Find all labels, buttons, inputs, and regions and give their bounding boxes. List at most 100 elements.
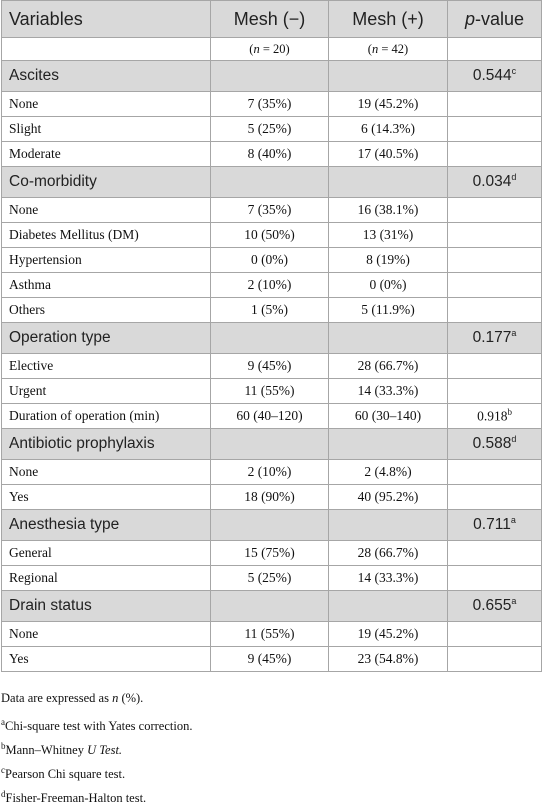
value-cell: 11 (55%) xyxy=(210,378,329,404)
row-label: Elective xyxy=(1,353,211,379)
value-cell: 0 (0%) xyxy=(210,247,329,273)
data-row: Others 1 (5%) 5 (11.9%) xyxy=(1,297,542,323)
footnote-part: Mann–Whitney xyxy=(5,743,88,758)
n-cell: (n = 42) xyxy=(328,37,448,61)
p-value-note: b xyxy=(507,407,512,418)
row-label: Others xyxy=(1,297,211,323)
empty-cell xyxy=(447,646,542,672)
empty-cell xyxy=(447,565,542,591)
value-cell: 2 (10%) xyxy=(210,459,329,485)
footnote-part: U Test. xyxy=(87,743,123,758)
value-cell: 19 (45.2%) xyxy=(328,91,448,117)
footnote-part: n xyxy=(112,691,119,705)
data-table: Variables Mesh (−) Mesh (+) p-value (n = 20)… xyxy=(1,0,542,672)
empty-cell xyxy=(210,590,329,622)
empty-cell xyxy=(447,91,542,117)
empty-cell xyxy=(328,166,448,198)
row-label: Moderate xyxy=(1,141,211,167)
value-cell: 15 (75%) xyxy=(210,540,329,566)
section-title: Co-morbidity xyxy=(1,166,211,198)
n-part: = 42) xyxy=(378,41,409,56)
data-row: Hypertension 0 (0%) 8 (19%) xyxy=(1,247,542,273)
empty-cell xyxy=(447,141,542,167)
footnote-part: (%). xyxy=(118,691,144,705)
p-value-note: a xyxy=(511,596,517,607)
p-value-note: d xyxy=(511,172,517,183)
footnote-part: Fisher-Freeman-Halton test. xyxy=(5,791,147,806)
section-title: Antibiotic prophylaxis xyxy=(1,428,211,460)
p-value: 0.918b xyxy=(447,403,542,429)
data-row: Yes 18 (90%) 40 (95.2%) xyxy=(1,484,542,510)
data-row: Slight 5 (25%) 6 (14.3%) xyxy=(1,116,542,142)
value-cell: 13 (31%) xyxy=(328,222,448,248)
data-row: None 7 (35%) 16 (38.1%) xyxy=(1,197,542,223)
empty-cell xyxy=(1,37,211,61)
p-value-note: a xyxy=(510,515,516,526)
value-cell: 28 (66.7%) xyxy=(328,540,448,566)
empty-cell xyxy=(447,297,542,323)
footnote-part: Chi-square test with Yates correction. xyxy=(5,719,193,734)
value-cell: 23 (54.8%) xyxy=(328,646,448,672)
value-cell: 60 (30–140) xyxy=(328,403,448,429)
empty-cell xyxy=(447,272,542,298)
value-cell: 8 (40%) xyxy=(210,141,329,167)
section-title: Drain status xyxy=(1,590,211,622)
value-cell: 16 (38.1%) xyxy=(328,197,448,223)
p-value: 0.711a xyxy=(447,509,542,541)
footnote-part: c xyxy=(1,765,5,775)
value-cell: 14 (33.3%) xyxy=(328,378,448,404)
data-row: Duration of operation (min) 60 (40–120) 60… xyxy=(1,403,542,429)
empty-cell xyxy=(447,621,542,647)
data-row: Elective 9 (45%) 28 (66.7%) xyxy=(1,353,542,379)
footnotes: Data are expressed as n (%). aChi-square … xyxy=(1,686,542,806)
n-cell: (n = 20) xyxy=(210,37,329,61)
empty-cell xyxy=(447,484,542,510)
row-label: Asthma xyxy=(1,272,211,298)
n-part: = 20) xyxy=(259,41,290,56)
value-cell: 5 (25%) xyxy=(210,116,329,142)
empty-cell xyxy=(447,37,542,61)
section-row: Anesthesia type 0.711a xyxy=(1,509,542,541)
value-cell: 10 (50%) xyxy=(210,222,329,248)
value-cell: 60 (40–120) xyxy=(210,403,329,429)
p-value: 0.177a xyxy=(447,322,542,354)
p-italic: p xyxy=(464,8,475,29)
p-value-number: 0.711 xyxy=(473,516,511,534)
empty-cell xyxy=(328,428,448,460)
p-value-note: c xyxy=(511,66,517,77)
footnote: Data are expressed as n (%). xyxy=(1,686,542,710)
p-value-note: d xyxy=(511,434,517,445)
footnote: dFisher-Freeman-Halton test. xyxy=(1,782,542,806)
empty-cell xyxy=(447,378,542,404)
row-label: None xyxy=(1,621,211,647)
empty-cell xyxy=(328,509,448,541)
row-label: Regional xyxy=(1,565,211,591)
p-value-number: 0.544 xyxy=(472,67,512,85)
value-cell: 14 (33.3%) xyxy=(328,565,448,591)
row-label: Diabetes Mellitus (DM) xyxy=(1,222,211,248)
value-cell: 5 (11.9%) xyxy=(328,297,448,323)
value-cell: 8 (19%) xyxy=(328,247,448,273)
value-cell: 5 (25%) xyxy=(210,565,329,591)
empty-cell xyxy=(447,353,542,379)
value-cell: 17 (40.5%) xyxy=(328,141,448,167)
empty-cell xyxy=(447,116,542,142)
section-title: Anesthesia type xyxy=(1,509,211,541)
data-row: Urgent 11 (55%) 14 (33.3%) xyxy=(1,378,542,404)
header-row: Variables Mesh (−) Mesh (+) p-value xyxy=(1,0,542,38)
value-cell: 1 (5%) xyxy=(210,297,329,323)
value-cell: 2 (10%) xyxy=(210,272,329,298)
section-row: Antibiotic prophylaxis 0.588d xyxy=(1,428,542,460)
data-row: None 11 (55%) 19 (45.2%) xyxy=(1,621,542,647)
data-row: Asthma 2 (10%) 0 (0%) xyxy=(1,272,542,298)
value-cell: 28 (66.7%) xyxy=(328,353,448,379)
empty-cell xyxy=(210,166,329,198)
data-row: Yes 9 (45%) 23 (54.8%) xyxy=(1,646,542,672)
p-value-note: a xyxy=(511,328,517,339)
empty-cell xyxy=(210,428,329,460)
value-cell: 7 (35%) xyxy=(210,91,329,117)
row-label: Yes xyxy=(1,484,211,510)
empty-cell xyxy=(447,222,542,248)
column-header: Mesh (−) xyxy=(210,0,329,38)
